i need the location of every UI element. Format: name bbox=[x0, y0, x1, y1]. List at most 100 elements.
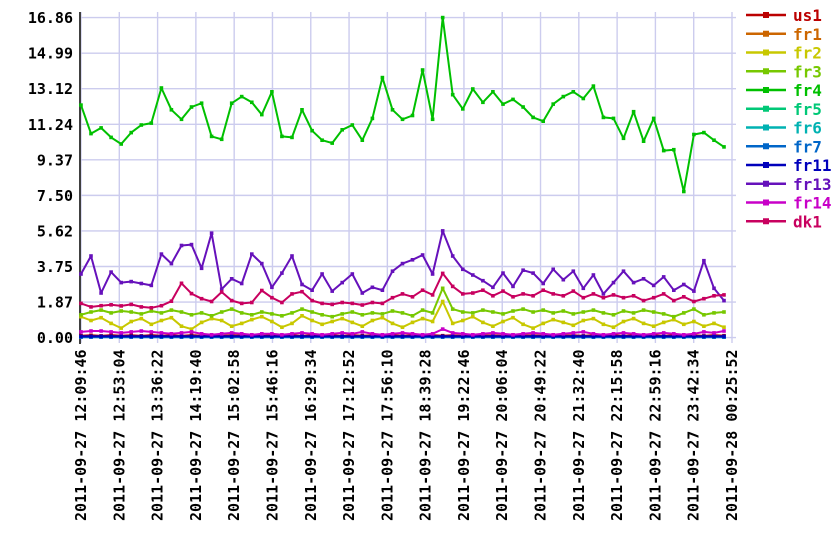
data-point-marker bbox=[621, 136, 626, 141]
data-point-marker bbox=[159, 318, 164, 323]
data-point-marker bbox=[310, 332, 314, 336]
data-point-marker bbox=[159, 311, 164, 315]
data-point-marker bbox=[330, 319, 334, 324]
x-tick-label: 2011-09-27 16:29:34 bbox=[302, 349, 320, 521]
data-point-marker bbox=[250, 317, 254, 322]
data-point-marker bbox=[571, 90, 576, 94]
data-point-marker bbox=[320, 322, 324, 327]
data-point-marker bbox=[651, 332, 656, 336]
data-point-marker bbox=[250, 300, 254, 305]
data-point-marker bbox=[601, 311, 606, 315]
data-point-marker bbox=[250, 100, 254, 105]
data-point-marker bbox=[571, 334, 576, 339]
data-point-marker bbox=[400, 261, 405, 266]
data-point-marker bbox=[79, 103, 83, 107]
data-point-marker bbox=[169, 334, 174, 339]
data-point-marker bbox=[239, 281, 244, 286]
data-point-marker bbox=[169, 261, 174, 266]
data-point-marker bbox=[129, 330, 133, 334]
data-point-marker bbox=[370, 318, 375, 323]
data-point-marker bbox=[199, 296, 204, 301]
data-point-marker bbox=[682, 322, 686, 327]
legend-label: fr3 bbox=[793, 62, 822, 81]
data-point-marker bbox=[229, 331, 234, 335]
data-point-marker bbox=[290, 292, 294, 296]
data-point-marker bbox=[199, 311, 204, 315]
data-point-marker bbox=[672, 288, 676, 292]
data-point-marker bbox=[581, 96, 586, 101]
data-point-marker bbox=[99, 126, 103, 130]
series-fr13-markers bbox=[79, 229, 726, 303]
data-point-marker bbox=[712, 331, 716, 335]
legend-label: fr6 bbox=[793, 119, 822, 138]
data-point-marker bbox=[119, 142, 123, 146]
data-point-marker bbox=[722, 298, 726, 303]
data-point-marker bbox=[189, 242, 194, 247]
legend-marker-sample bbox=[763, 105, 769, 112]
data-point-marker bbox=[380, 315, 385, 320]
data-point-marker bbox=[430, 117, 435, 122]
data-point-marker bbox=[611, 116, 616, 121]
series-fr2-line bbox=[80, 300, 725, 331]
data-point-marker bbox=[551, 317, 555, 322]
data-point-marker bbox=[169, 299, 174, 303]
data-point-marker bbox=[461, 332, 465, 336]
data-point-marker bbox=[370, 285, 375, 290]
data-point-marker bbox=[581, 286, 586, 291]
data-point-marker bbox=[591, 332, 596, 336]
data-point-marker bbox=[511, 309, 515, 313]
data-point-marker bbox=[651, 283, 656, 288]
data-point-marker bbox=[641, 277, 646, 281]
data-point-marker bbox=[260, 288, 264, 293]
data-point-marker bbox=[340, 334, 344, 339]
data-point-marker bbox=[209, 231, 214, 235]
data-point-marker bbox=[661, 331, 666, 335]
data-point-marker bbox=[621, 295, 626, 300]
data-point-marker bbox=[672, 332, 676, 336]
data-point-marker bbox=[129, 319, 133, 324]
data-point-marker bbox=[219, 334, 224, 339]
data-point-marker bbox=[300, 307, 304, 311]
data-point-marker bbox=[450, 92, 455, 97]
data-point-marker bbox=[541, 119, 545, 123]
x-tick-label: 2011-09-27 19:22:46 bbox=[455, 349, 473, 521]
data-point-marker bbox=[581, 310, 586, 314]
data-point-marker bbox=[601, 292, 606, 296]
data-point-marker bbox=[601, 295, 606, 300]
data-point-marker bbox=[400, 325, 405, 329]
data-point-marker bbox=[501, 271, 505, 275]
data-point-marker bbox=[471, 333, 475, 337]
x-tick-label: 2011-09-27 14:19:40 bbox=[187, 349, 205, 521]
data-point-marker bbox=[139, 305, 144, 309]
data-point-marker bbox=[481, 278, 485, 283]
legend-label: fr5 bbox=[793, 100, 822, 119]
data-point-marker bbox=[501, 334, 505, 339]
data-point-marker bbox=[239, 321, 244, 326]
data-point-marker bbox=[149, 283, 154, 288]
data-point-marker bbox=[270, 90, 274, 94]
data-point-marker bbox=[682, 189, 686, 194]
data-point-marker bbox=[270, 319, 274, 324]
data-point-marker bbox=[229, 307, 234, 311]
data-point-marker bbox=[300, 289, 304, 294]
data-point-marker bbox=[420, 288, 425, 292]
data-point-marker bbox=[209, 316, 214, 321]
data-point-marker bbox=[430, 334, 435, 339]
data-point-marker bbox=[290, 135, 294, 140]
data-point-marker bbox=[219, 318, 224, 323]
data-point-marker bbox=[561, 94, 566, 99]
data-point-marker bbox=[561, 320, 566, 325]
data-point-marker bbox=[179, 117, 184, 122]
series-fr2-markers bbox=[79, 299, 726, 331]
data-point-marker bbox=[692, 299, 696, 304]
data-point-marker bbox=[270, 334, 274, 339]
data-point-marker bbox=[139, 329, 144, 333]
data-point-marker bbox=[280, 300, 284, 305]
data-point-marker bbox=[661, 275, 666, 279]
data-point-marker bbox=[661, 292, 666, 296]
data-point-marker bbox=[651, 324, 656, 328]
data-point-marker bbox=[491, 285, 495, 290]
data-point-marker bbox=[300, 334, 304, 339]
data-point-marker bbox=[199, 334, 204, 339]
data-point-marker bbox=[189, 291, 194, 296]
